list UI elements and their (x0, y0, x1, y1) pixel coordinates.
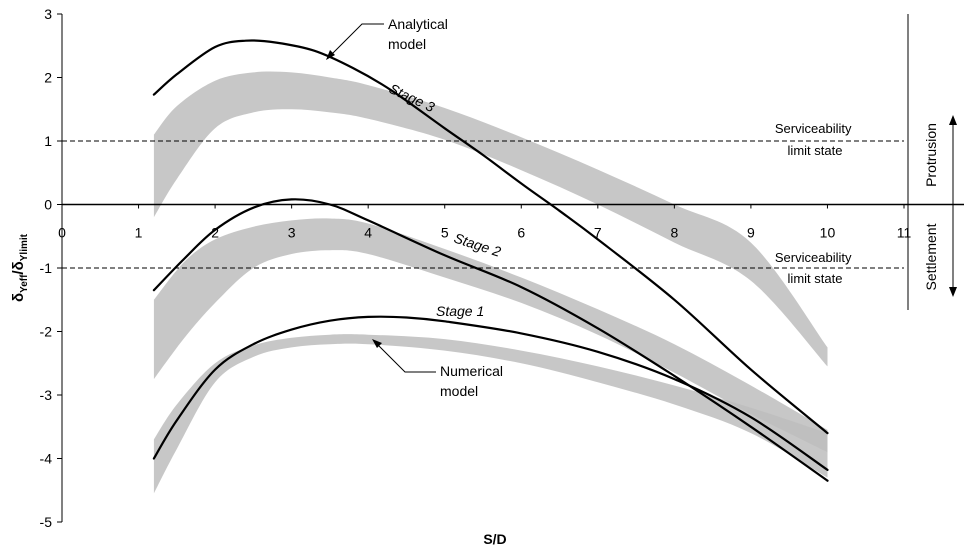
x-axis-label: S/D (483, 531, 506, 547)
y-label-num-sub: Yeff (19, 274, 30, 293)
x-tick-label: 9 (747, 225, 755, 241)
up-arrowhead (949, 115, 957, 125)
numerical-label-line1: Numerical (440, 363, 503, 379)
y-tick-label: -2 (40, 324, 53, 340)
analytical-curves (152, 39, 829, 482)
sls-lower-line1: Serviceability (775, 250, 852, 265)
x-tick-label: 1 (135, 225, 143, 241)
analytical-label: Analytical model (388, 16, 452, 52)
numerical-label-line2: model (440, 383, 478, 399)
down-arrowhead (949, 287, 957, 297)
x-ticks: 0 1 2 3 4 5 6 7 8 9 10 11 (58, 204, 912, 241)
analytical-curve-stage1 (152, 315, 829, 471)
x-tick-label: 0 (58, 225, 66, 241)
y-tick-label: -4 (40, 451, 53, 467)
sls-lower-label: Serviceability limit state (775, 250, 855, 286)
x-tick-label: 10 (820, 225, 836, 241)
y-tick-label: 1 (44, 133, 52, 149)
numerical-band-stage1 (153, 334, 828, 494)
y-tick-label: 2 (44, 70, 52, 86)
sls-upper-line1: Serviceability (775, 121, 852, 136)
y-label-delta-den: δ (10, 261, 27, 270)
x-tick-label: 11 (897, 225, 912, 241)
y-tick-label: -3 (40, 387, 53, 403)
stage1-label: Stage 1 (436, 303, 484, 319)
y-label-delta: δ (10, 293, 27, 302)
y-tick-label: 3 (44, 6, 52, 22)
y-label-den-sub: Ylimit (19, 233, 30, 261)
x-tick-label: 8 (670, 225, 678, 241)
x-tick-label: 3 (288, 225, 296, 241)
numerical-bands (153, 71, 828, 494)
numerical-arrowhead (372, 339, 382, 348)
settlement-label: Settlement (923, 223, 939, 290)
numerical-arrow (374, 341, 436, 373)
y-ticks: 3 2 1 0 -1 -2 -3 -4 -5 (40, 6, 62, 530)
analytical-arrow (328, 23, 384, 58)
sls-lower-line2: limit state (788, 271, 843, 286)
numerical-band-stage2 (153, 218, 828, 453)
analytical-label-line2: model (388, 36, 426, 52)
analytical-label-line1: Analytical (388, 16, 448, 32)
reference-lines (62, 140, 904, 269)
protrusion-label: Protrusion (923, 123, 939, 187)
x-tick-label: 6 (517, 225, 525, 241)
x-tick-label: 2 (211, 225, 219, 241)
y-tick-label: 0 (44, 197, 52, 213)
y-label-slash: / (10, 270, 27, 275)
sls-upper-label: Serviceability limit state (775, 121, 855, 158)
numerical-label: Numerical model (440, 363, 507, 399)
y-tick-label: -1 (40, 260, 53, 276)
analytical-curve-stage3 (152, 39, 829, 435)
analytical-curve-stage2 (152, 198, 829, 482)
x-tick-label: 7 (594, 225, 602, 241)
x-tick-label: 4 (364, 225, 372, 241)
sls-upper-line2: limit state (788, 143, 843, 158)
y-axis-label: δYeff/δYlimit (10, 233, 30, 302)
x-tick-label: 5 (441, 225, 449, 241)
y-tick-label: -5 (40, 514, 53, 530)
analytical-arrowhead (326, 50, 335, 60)
numerical-band-stage3 (153, 71, 828, 367)
